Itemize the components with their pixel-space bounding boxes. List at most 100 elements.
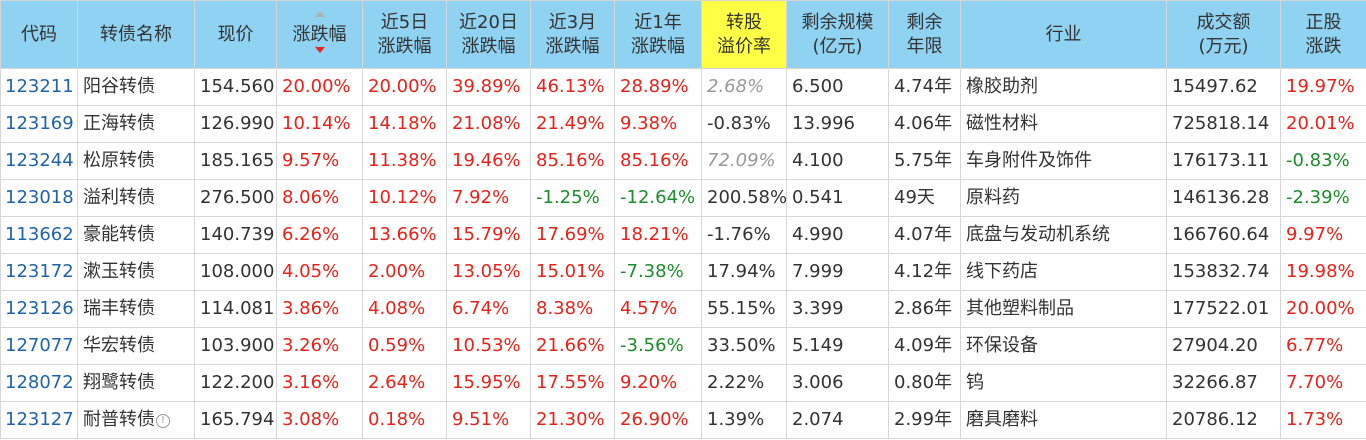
cell-stock: 19.97%	[1280, 68, 1366, 106]
table-row[interactable]: 123126 瑞丰转债 114.081 3.86% 4.08% 6.74% 8.38% 4.5…	[0, 290, 1366, 328]
header-name[interactable]: 转债名称	[77, 0, 195, 69]
cell-code[interactable]: 123172	[0, 253, 78, 291]
cell-chg1y: 9.38%	[614, 105, 702, 143]
cell-code[interactable]: 113662	[0, 216, 78, 254]
cell-stock: 20.01%	[1280, 105, 1366, 143]
cell-premium: -1.76%	[701, 216, 787, 254]
cell-chg5d: 11.38%	[362, 142, 447, 180]
cell-code[interactable]: 123018	[0, 179, 78, 217]
cell-premium: 17.94%	[701, 253, 787, 291]
cell-chg1y: 28.89%	[614, 68, 702, 106]
header-volume[interactable]: 成交额 (万元)	[1166, 0, 1281, 69]
cell-change: 3.26%	[276, 327, 363, 365]
cell-scale: 6.500	[786, 68, 889, 106]
cell-change: 4.05%	[276, 253, 363, 291]
cell-price: 108.000	[194, 253, 277, 291]
cell-chg5d: 4.08%	[362, 290, 447, 328]
cell-industry: 原料药	[960, 179, 1167, 217]
cell-code[interactable]: 123127	[0, 401, 78, 439]
cell-chg5d: 2.64%	[362, 364, 447, 402]
cell-name[interactable]: 阳谷转债	[77, 68, 195, 106]
cell-chg20d: 13.05%	[446, 253, 531, 291]
cell-term: 2.86年	[888, 290, 961, 328]
header-chg5d[interactable]: 近5日 涨跌幅	[362, 0, 447, 69]
cell-chg3m: 21.49%	[530, 105, 615, 143]
cell-scale: 4.990	[786, 216, 889, 254]
cell-premium: 1.39%	[701, 401, 787, 439]
cell-chg20d: 10.53%	[446, 327, 531, 365]
cell-scale: 5.149	[786, 327, 889, 365]
cell-volume: 32266.87	[1166, 364, 1281, 402]
cell-name[interactable]: 溢利转债	[77, 179, 195, 217]
header-premium[interactable]: 转股 溢价率	[701, 0, 787, 69]
cell-name[interactable]: 瑞丰转债	[77, 290, 195, 328]
header-stock[interactable]: 正股 涨跌	[1280, 0, 1366, 69]
cell-chg20d: 19.46%	[446, 142, 531, 180]
cell-chg1y: 9.20%	[614, 364, 702, 402]
cell-stock: 20.00%	[1280, 290, 1366, 328]
cell-change: 8.06%	[276, 179, 363, 217]
cell-name[interactable]: 漱玉转债	[77, 253, 195, 291]
cell-scale: 3.006	[786, 364, 889, 402]
cell-industry: 车身附件及饰件	[960, 142, 1167, 180]
table-row[interactable]: 128072 翔鹭转债 122.200 3.16% 2.64% 15.95% 17.55% 9…	[0, 364, 1366, 402]
cell-volume: 146136.28	[1166, 179, 1281, 217]
table-row[interactable]: 123127 耐普转债! 165.794 3.08% 0.18% 9.51% 21.30% 2…	[0, 401, 1366, 439]
cell-name[interactable]: 华宏转债	[77, 327, 195, 365]
cell-change: 10.14%	[276, 105, 363, 143]
header-scale[interactable]: 剩余规模 (亿元)	[786, 0, 889, 69]
cell-chg5d: 0.18%	[362, 401, 447, 439]
cell-premium: 33.50%	[701, 327, 787, 365]
cell-chg3m: 17.55%	[530, 364, 615, 402]
table-row[interactable]: 123244 松原转债 185.165 9.57% 11.38% 19.46% 85.16%…	[0, 142, 1366, 180]
cell-industry: 其他塑料制品	[960, 290, 1167, 328]
cell-volume: 176173.11	[1166, 142, 1281, 180]
cell-code[interactable]: 127077	[0, 327, 78, 365]
cell-name[interactable]: 正海转债	[77, 105, 195, 143]
cell-code[interactable]: 123126	[0, 290, 78, 328]
header-price[interactable]: 现价	[194, 0, 277, 69]
cell-chg5d: 10.12%	[362, 179, 447, 217]
cell-chg20d: 15.95%	[446, 364, 531, 402]
cell-chg3m: 17.69%	[530, 216, 615, 254]
cell-scale: 2.074	[786, 401, 889, 439]
table-row[interactable]: 123211 阳谷转债 154.560 20.00% 20.00% 39.89% 46.13…	[0, 68, 1366, 106]
cell-chg20d: 21.08%	[446, 105, 531, 143]
header-industry[interactable]: 行业	[960, 0, 1167, 69]
cell-chg20d: 15.79%	[446, 216, 531, 254]
header-chg20d[interactable]: 近20日 涨跌幅	[446, 0, 531, 69]
cell-code[interactable]: 128072	[0, 364, 78, 402]
cell-name[interactable]: 翔鹭转债	[77, 364, 195, 402]
table-row[interactable]: 123172 漱玉转债 108.000 4.05% 2.00% 13.05% 15.01% -…	[0, 253, 1366, 291]
header-chg1y[interactable]: 近1年 涨跌幅	[614, 0, 702, 69]
table-row[interactable]: 113662 豪能转债 140.739 6.26% 13.66% 15.79% 17.69%…	[0, 216, 1366, 254]
info-icon[interactable]: !	[156, 414, 170, 428]
cell-code[interactable]: 123211	[0, 68, 78, 106]
header-chg3m[interactable]: 近3月 涨跌幅	[530, 0, 615, 69]
header-term[interactable]: 剩余 年限	[888, 0, 961, 69]
sort-descending-icon[interactable]	[314, 46, 325, 53]
cell-code[interactable]: 123169	[0, 105, 78, 143]
cell-change: 3.08%	[276, 401, 363, 439]
cell-code[interactable]: 123244	[0, 142, 78, 180]
cell-name[interactable]: 豪能转债	[77, 216, 195, 254]
cell-stock: 9.97%	[1280, 216, 1366, 254]
cell-name[interactable]: 松原转债	[77, 142, 195, 180]
sort-ascending-icon[interactable]	[314, 10, 325, 17]
header-code[interactable]: 代码	[0, 0, 78, 69]
cell-chg20d: 39.89%	[446, 68, 531, 106]
cell-term: 4.12年	[888, 253, 961, 291]
cell-price: 276.500	[194, 179, 277, 217]
cell-volume: 166760.64	[1166, 216, 1281, 254]
table-row[interactable]: 127077 华宏转债 103.900 3.26% 0.59% 10.53% 21.66% -…	[0, 327, 1366, 365]
cell-scale: 7.999	[786, 253, 889, 291]
cell-name[interactable]: 耐普转债!	[77, 401, 195, 439]
cell-scale: 3.399	[786, 290, 889, 328]
header-change[interactable]: 涨跌幅	[276, 0, 363, 69]
cell-industry: 底盘与发动机系统	[960, 216, 1167, 254]
table-row[interactable]: 123018 溢利转债 276.500 8.06% 10.12% 7.92% -1.25% -…	[0, 179, 1366, 217]
table-row[interactable]: 123169 正海转债 126.990 10.14% 14.18% 21.08% 21.49…	[0, 105, 1366, 143]
cell-price: 122.200	[194, 364, 277, 402]
cell-chg1y: 18.21%	[614, 216, 702, 254]
cell-industry: 橡胶助剂	[960, 68, 1167, 106]
